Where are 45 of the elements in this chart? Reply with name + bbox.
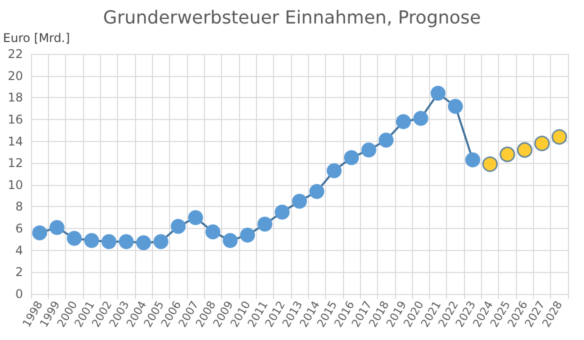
y-tick-label: 10 xyxy=(8,178,23,192)
point xyxy=(84,233,100,248)
y-tick-label: 8 xyxy=(15,200,23,214)
point xyxy=(534,136,550,152)
point xyxy=(50,220,64,235)
y-tick-label: 4 xyxy=(15,243,23,258)
y-tick-label: 12 xyxy=(8,156,23,170)
point xyxy=(552,129,568,145)
point xyxy=(500,146,516,162)
y-tick-label: 20 xyxy=(8,68,23,83)
point xyxy=(482,156,498,172)
point xyxy=(378,132,394,148)
y-tick-label: 14 xyxy=(8,134,23,148)
point xyxy=(309,184,324,199)
point xyxy=(32,225,48,240)
point xyxy=(66,230,82,246)
point xyxy=(448,98,463,114)
point xyxy=(240,228,256,243)
point xyxy=(153,234,168,250)
point xyxy=(344,150,359,166)
point xyxy=(396,114,411,130)
point xyxy=(205,224,220,240)
point xyxy=(413,110,428,126)
point xyxy=(361,142,376,158)
point xyxy=(222,233,238,248)
point xyxy=(118,234,134,250)
point xyxy=(465,152,480,168)
y-tick-label: 6 xyxy=(15,222,23,236)
y-tick-label: 22 xyxy=(8,47,23,61)
point xyxy=(516,142,532,158)
y-tick-label: 18 xyxy=(8,90,23,105)
point xyxy=(170,218,186,234)
y-axis-title: Euro [Mrd.] xyxy=(3,31,70,45)
point xyxy=(430,86,446,101)
y-tick-label: 2 xyxy=(15,265,23,280)
point xyxy=(188,210,204,226)
y-tick-label: 0 xyxy=(15,287,23,301)
chart-title: Grunderwerbsteuer Einnahmen, Prognose xyxy=(103,8,481,28)
point xyxy=(274,204,290,220)
point xyxy=(292,194,307,209)
point xyxy=(257,216,272,232)
point xyxy=(101,234,116,250)
y-tick-label: 16 xyxy=(8,112,23,126)
point xyxy=(326,163,342,178)
point xyxy=(136,235,152,250)
